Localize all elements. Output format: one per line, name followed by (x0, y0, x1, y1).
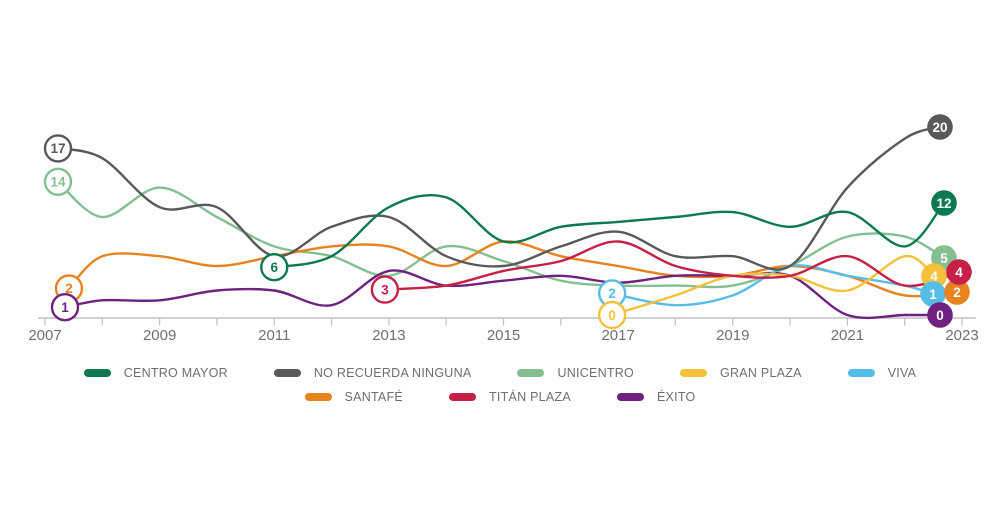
end-label-circle (931, 190, 957, 216)
legend-label-santafe: SANTAFÉ (344, 390, 403, 404)
x-tick-label: 2013 (372, 327, 405, 344)
legend-row-1: CENTRO MAYOR NO RECUERDA NINGUNA UNICENTRO… (0, 366, 1000, 380)
x-tick-label: 2019 (716, 327, 749, 344)
x-tick-label: 2011 (258, 327, 290, 344)
series-line-titan-plaza (383, 240, 961, 291)
start-label-titan-plaza: 3 (370, 275, 400, 304)
x-tick-label: 2015 (487, 327, 520, 344)
x-tick-label: 2017 (601, 327, 634, 344)
end-label-value: 4 (930, 269, 938, 284)
legend-item-unicentro: UNICENTRO (517, 366, 634, 380)
end-label-circle (927, 302, 953, 328)
start-label-centro-mayor: 6 (260, 253, 289, 282)
end-label-centro-mayor: 12 (931, 190, 957, 216)
start-label-value: 0 (608, 308, 616, 323)
start-label-value: 1 (61, 300, 69, 315)
legend-label-no-recuerda-ninguna: NO RECUERDA NINGUNA (313, 366, 472, 380)
legend-row-2: SANTAFÉ TITÁN PLAZA ÉXITO (0, 390, 1000, 404)
series-line-no-recuerda-ninguna (56, 125, 942, 271)
legend-label-centro-mayor: CENTRO MAYOR (123, 366, 228, 380)
legend-swatch-santafe (304, 393, 332, 401)
start-label-exito: 1 (50, 293, 80, 322)
x-tick-label: 2009 (143, 327, 176, 344)
legend-item-no-recuerda-ninguna: NO RECUERDA NINGUNA (273, 366, 472, 380)
end-label-value: 0 (936, 308, 944, 323)
end-label-value: 1 (929, 287, 937, 302)
start-label-circle (597, 300, 627, 330)
legend-swatch-titan-plaza (449, 393, 476, 401)
legend-label-viva: VIVA (887, 366, 917, 380)
end-label-circle (927, 114, 953, 140)
end-label-exito: 0 (927, 302, 953, 328)
legend-label-exito: ÉXITO (656, 390, 696, 404)
legend-item-santafe: SANTAFÉ (304, 390, 403, 404)
x-axis: 2007 2009 2011 2013 2015 2017 2019 2021 2023 (28, 317, 979, 344)
x-tick-label: 2023 (945, 327, 978, 344)
end-label-value: 4 (955, 265, 963, 280)
start-label-circle (43, 134, 73, 163)
x-tick-label: 2007 (28, 327, 61, 344)
series-line-unicentro (56, 180, 946, 289)
end-label-circle (920, 281, 946, 307)
start-label-unicentro: 14 (43, 167, 73, 197)
start-label-value: 14 (50, 175, 66, 190)
series-line-centro-mayor (273, 193, 946, 269)
start-label-gran-plaza: 0 (597, 300, 627, 330)
start-label-no-recuerda-ninguna: 17 (43, 134, 73, 163)
start-label-circle (370, 275, 400, 304)
end-label-no-recuerda-ninguna: 20 (927, 114, 953, 140)
legend-item-gran-plaza: GRAN PLAZA (680, 366, 802, 380)
start-label-circle (260, 253, 289, 282)
end-label-circle (944, 279, 970, 305)
end-label-value: 20 (932, 120, 947, 135)
start-label-value: 17 (50, 141, 65, 156)
legend-swatch-exito (616, 393, 644, 401)
legend-swatch-gran-plaza (680, 369, 708, 377)
chart-canvas: 2007 2009 2011 2013 2015 2017 2019 2021 20231421… (28, 114, 979, 344)
legend-label-gran-plaza: GRAN PLAZA (720, 366, 802, 380)
legend-label-titan-plaza: TITÁN PLAZA (489, 390, 571, 404)
legend-swatch-viva (847, 369, 875, 377)
legend-item-viva: VIVA (847, 366, 917, 380)
start-label-circle (50, 293, 80, 322)
start-label-circle (43, 167, 73, 197)
end-label-value: 2 (953, 285, 961, 300)
legend-swatch-no-recuerda-ninguna (273, 369, 301, 377)
end-label-circle (946, 259, 972, 285)
end-label-titan-plaza: 4 (946, 259, 972, 285)
end-label-value: 5 (940, 251, 948, 266)
legend-item-exito: ÉXITO (616, 390, 696, 404)
start-label-value: 6 (270, 260, 278, 275)
legend-item-centro-mayor: CENTRO MAYOR (83, 366, 228, 380)
end-label-value: 12 (936, 196, 951, 211)
end-label-viva: 1 (920, 281, 946, 307)
legend-label-unicentro: UNICENTRO (557, 366, 635, 380)
start-label-value: 3 (381, 282, 389, 297)
start-label-value: 2 (608, 286, 616, 301)
series-line-exito (63, 269, 942, 320)
legend-item-titan-plaza: TITÁN PLAZA (449, 390, 571, 404)
end-label-santafe: 2 (944, 279, 970, 305)
start-label-value: 2 (65, 281, 73, 296)
x-tick-label: 2021 (831, 327, 864, 344)
legend-swatch-unicentro (517, 369, 545, 377)
legend-swatch-centro-mayor (83, 369, 111, 377)
